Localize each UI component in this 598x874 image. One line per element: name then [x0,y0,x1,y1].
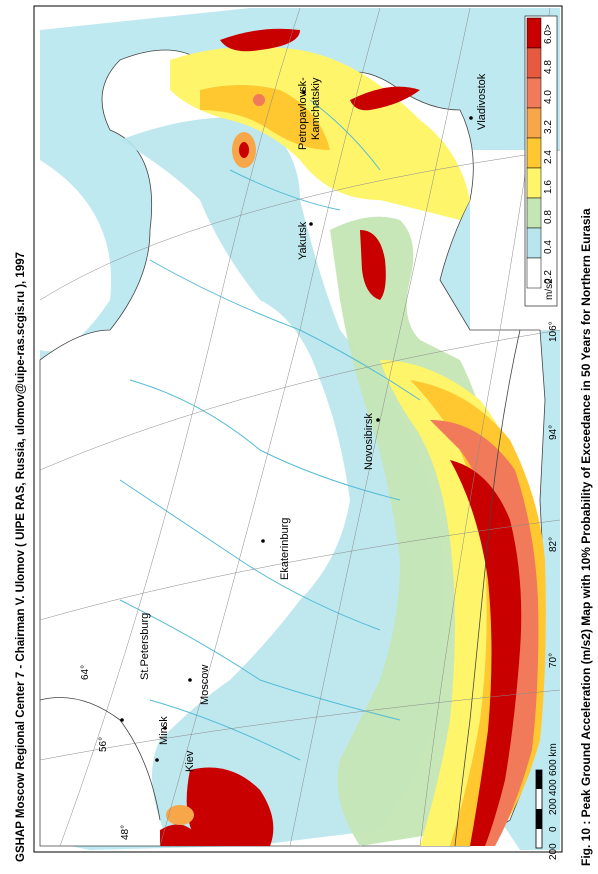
lon-label-82: 82° [548,537,559,552]
lat-label-64: 64° [80,665,91,680]
scale-label-400: 400 [548,779,559,796]
city-petropavlovsk: Petropavlovsk- [297,77,309,150]
legend-label: 2.4 [543,150,554,164]
zone-6-0-kamchatka [220,28,300,52]
arctic-ice [40,160,112,352]
legend-label: 4.8 [543,60,554,74]
borders [39,329,521,847]
zone-0-4 [120,117,445,846]
city-minsk: Minsk [158,716,170,745]
zone-spot-3 [166,805,194,825]
credit-text: GSHAP Moscow Regional Center 7 - Chairma… [15,252,27,862]
scale-label-0: 0 [548,826,559,832]
city-markers [120,90,473,762]
zone-2-4-north [200,85,330,150]
legend-swatch [526,167,542,199]
zone-spot-4 [253,94,265,106]
city-vladivostok: Vladivostok [476,73,488,130]
scale-label-600: 600 km [548,743,559,776]
lon-label-94: 94° [548,425,559,440]
legend-swatch [526,77,542,109]
city-kiev: Kiev [184,750,196,772]
legend-swatch [526,137,542,169]
legend-swatch [526,107,542,139]
lat-label-56: 56° [98,737,109,752]
city-moscow: Moscow [199,665,211,705]
zone-6-0-baikal [360,230,386,300]
legend-label: 3.2 [543,120,554,134]
scale-label-200: 200 [548,798,559,815]
scale-bar: 200 0 200 400 600 km [535,743,559,860]
lon-label-70: 70° [548,653,559,668]
coordinate-labels: 48° 56° 64° 70° 82° 94° 106° [80,321,559,840]
legend-label: 6.0> [543,24,554,44]
legend-swatch [526,257,542,289]
legend-unit: m/s2 [544,278,555,300]
figure-caption: Fig. 10 : Peak Ground Acceleration (m/s2… [579,208,593,866]
zone-6-0-crimea [160,824,200,846]
zone-6-0-caucasus [186,767,274,846]
legend-label: 0.2 [543,270,554,284]
rivers [119,99,421,761]
zone-6-0-kuril [350,86,420,111]
lon-label-106: 106° [548,321,559,342]
hazard-zones [120,28,546,846]
lat-label-48: 48° [120,825,131,840]
zone-6-0-central-asia [450,460,522,846]
city-novosibirsk: Novosibirsk [363,413,375,470]
city-ekaterinburg: Ekaterinburg [279,518,291,580]
city-labels: Petropavlovsk- Kamchatskiy Vladivostok Y… [139,73,488,772]
legend-swatch [526,197,542,229]
legend-label: 4.0 [543,90,554,104]
city-st-petersburg: St.Petersburg [139,613,151,680]
legend-swatch [526,227,542,259]
legend-label: 0.8 [543,210,554,224]
zone-spot-2 [239,142,249,158]
legend-swatch [526,17,542,49]
legend-label: 0.4 [543,240,554,254]
city-yakutsk: Yakutsk [297,221,309,260]
legend-swatch [526,47,542,79]
legend-label: 1.6 [543,180,554,194]
scale-label-200w: 200 [548,843,559,860]
city-kamchatskiy: Kamchatskiy [310,77,322,140]
legend: m/s2 6.0> 4.8 4.0 3.2 2.4 1.6 0.8 0.4 0.2 [524,15,558,307]
